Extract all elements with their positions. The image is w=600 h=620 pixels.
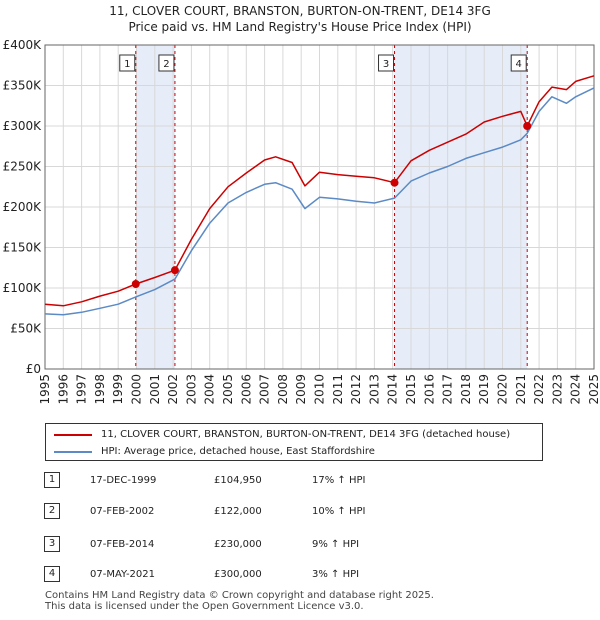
x-tick-label: 2019 xyxy=(477,374,491,405)
sale-label-number: 3 xyxy=(383,59,389,70)
sale-label-box xyxy=(378,54,395,72)
chart-subtitle: Price paid vs. HM Land Registry's House … xyxy=(128,20,472,34)
sale-hpi-change: 3% ↑ HPI xyxy=(312,569,360,580)
y-tick-label: £50K xyxy=(10,322,42,336)
sale-number-badge: 3 xyxy=(44,536,60,552)
x-tick-label: 2017 xyxy=(441,374,455,405)
x-tick-label: 2003 xyxy=(184,374,198,405)
chart-title: 11, CLOVER COURT, BRANSTON, BURTON-ON-TR… xyxy=(109,4,491,18)
sale-price: £122,000 xyxy=(214,506,262,517)
y-tick-label: £250K xyxy=(3,160,43,174)
sale-hpi-change: 10% ↑ HPI xyxy=(312,506,366,517)
x-tick-label: 2020 xyxy=(496,374,510,405)
x-tick-label: 2013 xyxy=(367,374,381,405)
legend-swatch-property xyxy=(54,434,92,436)
sale-price: £230,000 xyxy=(214,539,262,550)
x-tick-label: 2009 xyxy=(294,374,308,405)
y-tick-label: £150K xyxy=(3,241,43,255)
x-tick-label: 1995 xyxy=(38,374,52,405)
sale-date: 07-MAY-2021 xyxy=(90,569,156,580)
x-tick-label: 2011 xyxy=(331,374,345,405)
x-tick-label: 2016 xyxy=(422,374,436,405)
y-tick-label: £100K xyxy=(3,281,43,295)
sale-label-number: 1 xyxy=(124,59,130,70)
sale-point xyxy=(131,279,140,288)
sale-label-box xyxy=(119,54,136,72)
sale-row: 2 07-FEB-2002 £122,000 10% ↑ HPI xyxy=(44,503,564,521)
x-tick-label: 2014 xyxy=(386,374,400,405)
y-tick-label: £200K xyxy=(3,200,43,214)
series-line-property xyxy=(44,75,595,307)
x-tick-label: 2001 xyxy=(148,374,162,405)
x-tick-label: 2024 xyxy=(569,374,583,405)
sale-point xyxy=(170,266,179,275)
x-tick-label: 2010 xyxy=(313,374,327,405)
sale-price: £104,950 xyxy=(214,475,262,486)
x-tick-label: 2005 xyxy=(221,374,235,405)
x-tick-label: 2006 xyxy=(239,374,253,405)
x-tick-label: 2025 xyxy=(587,374,600,405)
x-tick-label: 1997 xyxy=(75,374,89,405)
sale-label-box xyxy=(510,54,527,72)
sale-point xyxy=(523,122,532,130)
x-tick-label: 2002 xyxy=(166,374,180,405)
legend: 11, CLOVER COURT, BRANSTON, BURTON-ON-TR… xyxy=(45,423,543,461)
x-tick-label: 1998 xyxy=(93,374,107,405)
legend-swatch-hpi xyxy=(54,451,92,453)
sale-date: 07-FEB-2002 xyxy=(90,506,155,517)
x-tick-label: 2018 xyxy=(459,374,473,405)
x-tick-label: 2008 xyxy=(276,374,290,405)
footer-licence: This data is licensed under the Open Gov… xyxy=(45,601,364,612)
sale-label-box xyxy=(158,54,175,72)
x-tick-label: 2007 xyxy=(258,374,272,405)
y-tick-label: £300K xyxy=(3,119,43,133)
y-tick-label: £400K xyxy=(3,38,43,52)
x-tick-label: 2012 xyxy=(349,374,363,405)
sale-date: 07-FEB-2014 xyxy=(90,539,155,550)
sale-row: 4 07-MAY-2021 £300,000 3% ↑ HPI xyxy=(44,566,564,584)
price-chart: £0 £50K £100K £150K £200K £250K £300K £350K £400… xyxy=(3,38,600,405)
sale-point xyxy=(390,178,399,187)
sale-hpi-change: 9% ↑ HPI xyxy=(312,539,360,550)
y-tick-label: £0 xyxy=(26,362,41,376)
x-tick-label: 2022 xyxy=(532,374,546,405)
x-tick-label: 2004 xyxy=(203,374,217,405)
legend-label-hpi: HPI: Average price, detached house, East… xyxy=(101,446,375,457)
x-tick-label: 2000 xyxy=(130,374,144,405)
sale-row: 3 07-FEB-2014 £230,000 9% ↑ HPI xyxy=(44,536,564,554)
x-tick-label: 1999 xyxy=(111,374,125,405)
sale-number-badge: 2 xyxy=(44,503,60,519)
x-tick-label: 2021 xyxy=(514,374,528,405)
series-line-hpi xyxy=(44,87,595,316)
sale-row: 1 17-DEC-1999 £104,950 17% ↑ HPI xyxy=(44,472,564,490)
plot-frame xyxy=(44,44,595,370)
x-tick-label: 2023 xyxy=(550,374,564,405)
sale-number-badge: 4 xyxy=(44,566,60,582)
x-tick-label: 1996 xyxy=(56,374,70,405)
sale-label-number: 4 xyxy=(516,59,522,70)
sale-date: 17-DEC-1999 xyxy=(90,475,157,486)
sale-price: £300,000 xyxy=(214,569,262,580)
y-tick-label: £350K xyxy=(3,79,43,93)
x-tick-label: 2015 xyxy=(404,374,418,405)
sale-label-number: 2 xyxy=(163,59,169,70)
footer-copyright: Contains HM Land Registry data © Crown c… xyxy=(45,590,434,601)
sale-number-badge: 1 xyxy=(44,472,60,488)
legend-label-property: 11, CLOVER COURT, BRANSTON, BURTON-ON-TR… xyxy=(101,429,511,440)
sale-hpi-change: 17% ↑ HPI xyxy=(312,475,366,486)
